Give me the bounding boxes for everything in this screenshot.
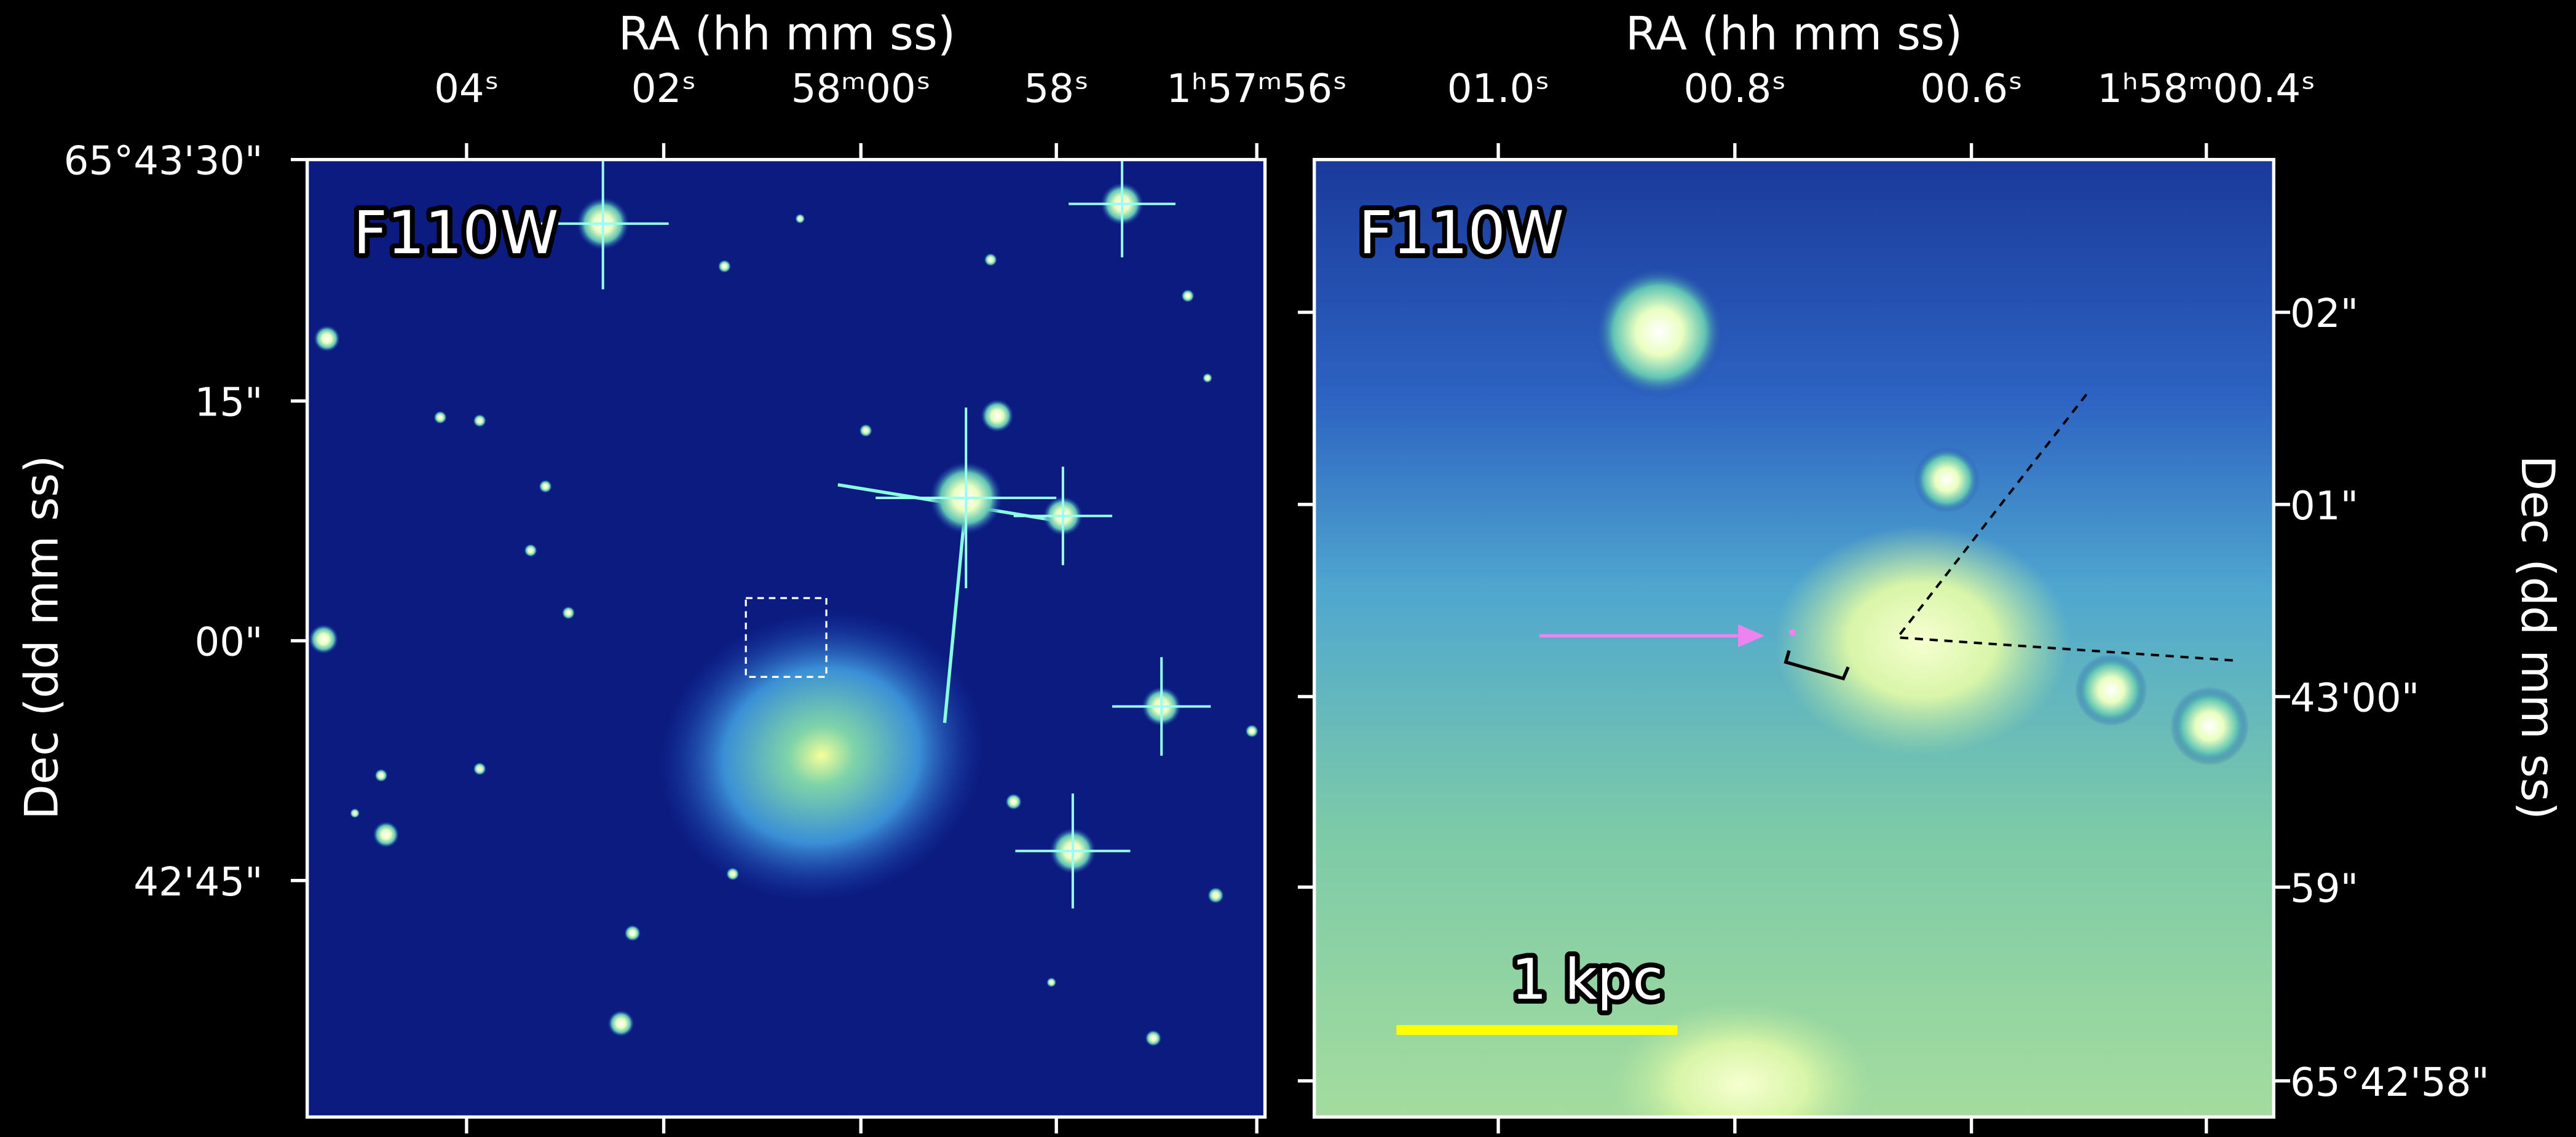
y-axis-label: Dec (dd mm ss): [15, 455, 69, 820]
star: [473, 762, 486, 775]
x-tick-label: 1ʰ58ᵐ00.4ˢ: [2097, 66, 2315, 112]
x-tick-label: 00.6ˢ: [1920, 66, 2023, 112]
x-tick-label: 02ˢ: [631, 66, 697, 112]
star: [473, 414, 486, 427]
star: [309, 624, 338, 654]
star: [1145, 1030, 1162, 1047]
page: F110W F110W 1 kpc RA (hh mm ss) RA (hh mm ss…: [0, 0, 2576, 1137]
star: [350, 808, 360, 818]
y-tick-label: 65°43'30": [64, 138, 263, 184]
y-tick-label: 01": [2290, 483, 2358, 529]
panel-label: F110W: [354, 199, 559, 267]
y-tick-label: 43'00": [2290, 675, 2419, 721]
star: [981, 399, 1013, 432]
x-tick-label: 58ᵐ00ˢ: [791, 66, 931, 112]
star: [314, 326, 340, 352]
star: [373, 822, 400, 848]
x-axis-label: RA (hh mm ss): [618, 7, 955, 61]
y-tick-label: 65°42'58": [2290, 1060, 2489, 1106]
x-axis-label: RA (hh mm ss): [1626, 7, 1962, 61]
star: [624, 925, 641, 942]
star: [984, 253, 997, 266]
star: [608, 1010, 634, 1037]
star: [562, 606, 575, 619]
star: [1046, 977, 1056, 987]
y-tick-label: 15": [194, 379, 263, 425]
star: [433, 411, 446, 423]
star: [539, 480, 551, 493]
star: [374, 769, 387, 782]
star: [795, 214, 805, 224]
scale-bar-label: 1 kpc: [1511, 948, 1663, 1012]
star: [726, 867, 739, 880]
star: [1005, 793, 1022, 810]
star: [859, 424, 872, 437]
panel-label: F110W: [1359, 199, 1564, 267]
x-tick-label: 58ˢ: [1024, 66, 1089, 112]
star: [718, 260, 731, 273]
x-tick-label: 1ʰ57ᵐ56ˢ: [1166, 66, 1347, 112]
star: [1207, 887, 1224, 903]
y-tick-label: 02": [2290, 291, 2358, 337]
left-image: [307, 151, 1265, 1117]
x-tick-label: 00.8ˢ: [1683, 66, 1786, 112]
figure: F110W F110W 1 kpc RA (hh mm ss) RA (hh mm ss…: [0, 0, 2576, 1137]
right-image: [1314, 160, 2274, 1137]
x-tick-label: 01.0ˢ: [1447, 66, 1550, 112]
x-tick-label: 04ˢ: [434, 66, 499, 112]
star: [1181, 289, 1194, 302]
star: [1203, 373, 1212, 383]
y-axis-label: Dec (dd mm ss): [2511, 455, 2564, 820]
y-tick-label: 59": [2290, 865, 2358, 911]
y-tick-label: 42'45": [133, 859, 263, 905]
y-tick-label: 00": [194, 620, 263, 666]
star: [524, 544, 537, 557]
star: [1246, 725, 1258, 738]
